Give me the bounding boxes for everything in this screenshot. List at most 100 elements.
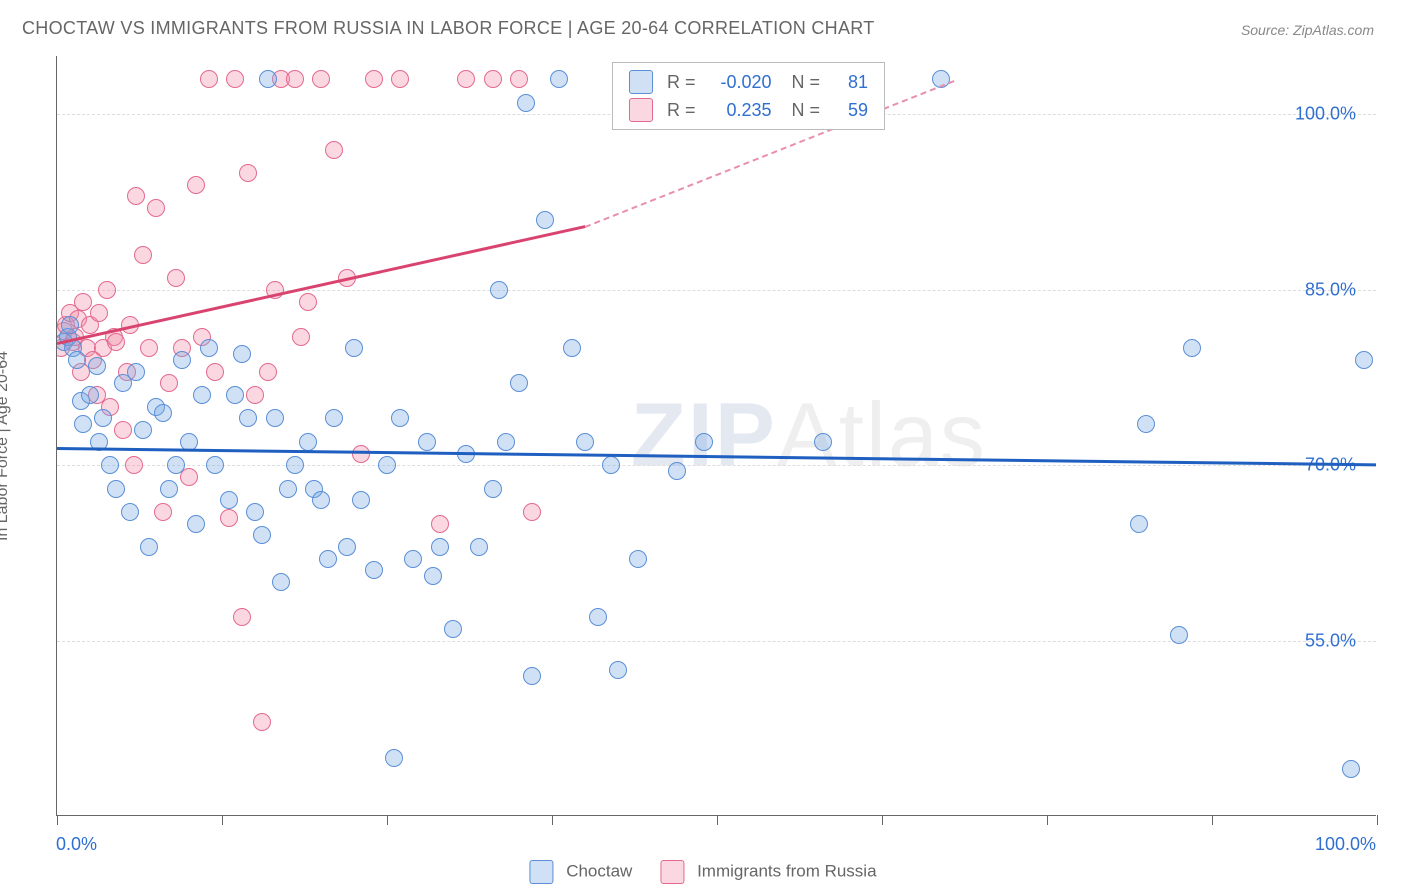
data-point-russia bbox=[286, 70, 304, 88]
data-point-russia bbox=[107, 333, 125, 351]
data-point-russia bbox=[125, 456, 143, 474]
chart-title: CHOCTAW VS IMMIGRANTS FROM RUSSIA IN LAB… bbox=[22, 18, 875, 39]
data-point-choctaw bbox=[134, 421, 152, 439]
data-point-choctaw bbox=[814, 433, 832, 451]
data-point-choctaw bbox=[61, 316, 79, 334]
data-point-russia bbox=[484, 70, 502, 88]
data-point-russia bbox=[98, 281, 116, 299]
chart-plot-area: ZIPAtlas 55.0%70.0%85.0%100.0% R = -0.02… bbox=[56, 56, 1376, 816]
data-point-choctaw bbox=[266, 409, 284, 427]
data-point-choctaw bbox=[140, 538, 158, 556]
data-point-russia bbox=[147, 199, 165, 217]
data-point-russia bbox=[226, 70, 244, 88]
data-point-choctaw bbox=[523, 667, 541, 685]
data-point-choctaw bbox=[695, 433, 713, 451]
data-point-russia bbox=[312, 70, 330, 88]
data-point-choctaw bbox=[68, 351, 86, 369]
legend-label-russia: Immigrants from Russia bbox=[697, 861, 876, 880]
x-tick bbox=[1212, 815, 1213, 825]
data-point-choctaw bbox=[220, 491, 238, 509]
y-tick-label: 55.0% bbox=[1305, 630, 1356, 651]
gridline bbox=[57, 290, 1376, 291]
data-point-choctaw bbox=[299, 433, 317, 451]
data-point-russia bbox=[457, 70, 475, 88]
x-axis-max-label: 100.0% bbox=[1315, 834, 1376, 855]
data-point-choctaw bbox=[101, 456, 119, 474]
data-point-choctaw bbox=[365, 561, 383, 579]
data-point-choctaw bbox=[121, 503, 139, 521]
data-point-russia bbox=[127, 187, 145, 205]
y-tick-label: 100.0% bbox=[1295, 104, 1356, 125]
data-point-choctaw bbox=[107, 480, 125, 498]
data-point-russia bbox=[220, 509, 238, 527]
data-point-choctaw bbox=[160, 480, 178, 498]
stats-n-value-russia: 59 bbox=[828, 97, 874, 123]
data-point-choctaw bbox=[206, 456, 224, 474]
data-point-choctaw bbox=[536, 211, 554, 229]
stats-r-label: R = bbox=[661, 97, 702, 123]
data-point-choctaw bbox=[470, 538, 488, 556]
data-point-russia bbox=[167, 269, 185, 287]
trend-line bbox=[57, 447, 1376, 466]
data-point-choctaw bbox=[629, 550, 647, 568]
data-point-russia bbox=[523, 503, 541, 521]
data-point-russia bbox=[325, 141, 343, 159]
x-tick bbox=[222, 815, 223, 825]
data-point-russia bbox=[299, 293, 317, 311]
data-point-russia bbox=[259, 363, 277, 381]
data-point-russia bbox=[200, 70, 218, 88]
legend-item-choctaw: Choctaw bbox=[529, 860, 632, 884]
data-point-choctaw bbox=[609, 661, 627, 679]
data-point-choctaw bbox=[1130, 515, 1148, 533]
x-tick bbox=[57, 815, 58, 825]
data-point-choctaw bbox=[253, 526, 271, 544]
data-point-russia bbox=[391, 70, 409, 88]
data-point-choctaw bbox=[345, 339, 363, 357]
stats-row-choctaw: R = -0.020 N = 81 bbox=[623, 69, 874, 95]
data-point-russia bbox=[510, 70, 528, 88]
legend: Choctaw Immigrants from Russia bbox=[529, 860, 876, 884]
data-point-russia bbox=[206, 363, 224, 381]
data-point-choctaw bbox=[385, 749, 403, 767]
data-point-choctaw bbox=[576, 433, 594, 451]
stats-r-label: R = bbox=[661, 69, 702, 95]
data-point-choctaw bbox=[200, 339, 218, 357]
watermark-right: Atlas bbox=[777, 385, 987, 485]
legend-swatch-russia bbox=[660, 860, 684, 884]
data-point-choctaw bbox=[74, 415, 92, 433]
data-point-russia bbox=[431, 515, 449, 533]
data-point-choctaw bbox=[246, 503, 264, 521]
data-point-russia bbox=[253, 713, 271, 731]
x-axis-min-label: 0.0% bbox=[56, 834, 97, 855]
y-tick-label: 85.0% bbox=[1305, 279, 1356, 300]
data-point-choctaw bbox=[286, 456, 304, 474]
data-point-choctaw bbox=[431, 538, 449, 556]
data-point-choctaw bbox=[272, 573, 290, 591]
x-tick bbox=[882, 815, 883, 825]
stats-n-label: N = bbox=[780, 97, 827, 123]
data-point-choctaw bbox=[550, 70, 568, 88]
stats-r-value-choctaw: -0.020 bbox=[704, 69, 778, 95]
data-point-choctaw bbox=[404, 550, 422, 568]
data-point-choctaw bbox=[589, 608, 607, 626]
legend-swatch-choctaw bbox=[529, 860, 553, 884]
data-point-choctaw bbox=[378, 456, 396, 474]
stats-table: R = -0.020 N = 81 R = 0.235 N = 59 bbox=[621, 67, 876, 125]
data-point-choctaw bbox=[424, 567, 442, 585]
data-point-choctaw bbox=[1355, 351, 1373, 369]
data-point-russia bbox=[365, 70, 383, 88]
data-point-russia bbox=[239, 164, 257, 182]
data-point-choctaw bbox=[94, 409, 112, 427]
data-point-choctaw bbox=[497, 433, 515, 451]
x-tick bbox=[1047, 815, 1048, 825]
x-tick bbox=[387, 815, 388, 825]
data-point-russia bbox=[140, 339, 158, 357]
stats-n-label: N = bbox=[780, 69, 827, 95]
data-point-choctaw bbox=[239, 409, 257, 427]
stats-swatch-russia bbox=[629, 98, 653, 122]
data-point-choctaw bbox=[338, 538, 356, 556]
data-point-choctaw bbox=[444, 620, 462, 638]
data-point-choctaw bbox=[193, 386, 211, 404]
data-point-russia bbox=[154, 503, 172, 521]
data-point-choctaw bbox=[259, 70, 277, 88]
